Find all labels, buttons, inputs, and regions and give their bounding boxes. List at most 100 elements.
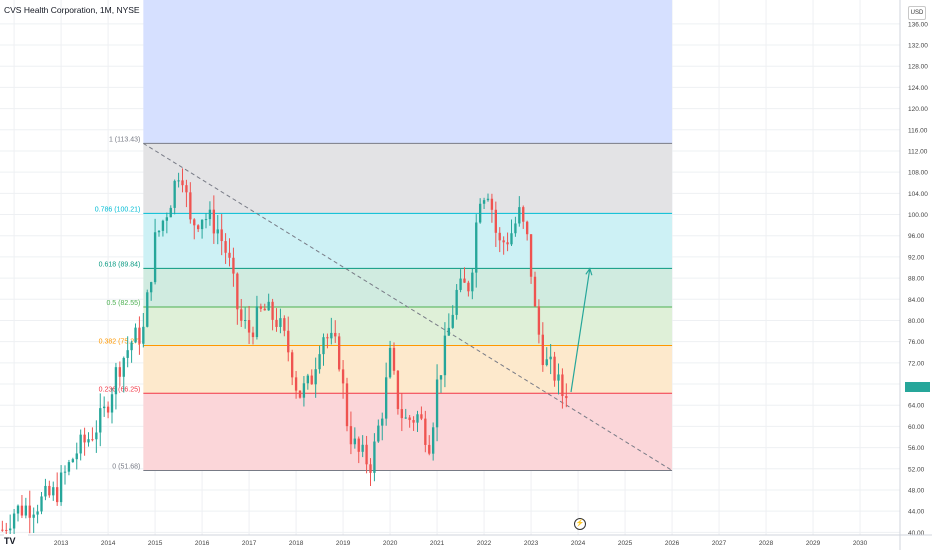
- candle-body: [243, 320, 247, 322]
- candle-body: [561, 374, 564, 397]
- candle-body: [122, 357, 125, 377]
- candle-body: [365, 444, 368, 465]
- candle-body: [263, 308, 266, 311]
- fib-labels: 1 (113.43) 0.786 (100.21) 0.618 (89.84) 0.5…: [95, 136, 141, 470]
- time-tick-label: 2026: [665, 540, 680, 547]
- time-tick-label: 2025: [618, 540, 633, 547]
- price-tick-label: 116.00: [908, 127, 928, 134]
- candle-body: [193, 219, 196, 226]
- price-tick-label: 108.00: [908, 170, 928, 177]
- candle-body: [212, 209, 216, 234]
- fib-level-label: 0.786 (100.21): [95, 206, 141, 213]
- candle-body: [549, 356, 552, 360]
- candle-body: [20, 505, 24, 516]
- candle-body: [471, 272, 474, 292]
- time-tick-label: 2013: [54, 540, 69, 547]
- candle-body: [36, 511, 39, 515]
- candle-body: [455, 289, 458, 315]
- price-axis[interactable]: 136.00 132.00 128.00 124.00 120.00 116.00 112.…: [899, 0, 928, 550]
- price-tick-label: 56.00: [908, 445, 925, 452]
- candle-body: [9, 528, 12, 531]
- candle-body: [326, 337, 329, 339]
- arrow-head: [585, 267, 593, 276]
- candle-body: [439, 375, 443, 380]
- fib-zone: [143, 393, 673, 471]
- candle-body: [189, 192, 192, 220]
- time-tick-label: 2023: [524, 540, 539, 547]
- candle-body: [467, 282, 470, 292]
- candle-body: [146, 292, 149, 327]
- candle-body: [510, 233, 513, 245]
- candle-body: [275, 319, 278, 327]
- tradingview-logo-icon[interactable]: TV: [4, 534, 28, 548]
- candle-body: [431, 427, 435, 454]
- time-tick-label: 2017: [242, 540, 257, 547]
- candle-body: [506, 242, 509, 245]
- price-tick-label: 120.00: [908, 106, 928, 113]
- candle-body: [161, 220, 165, 231]
- candle-body: [459, 278, 462, 290]
- candle-body: [443, 335, 447, 376]
- candle-body: [44, 485, 47, 497]
- fib-zone: [143, 306, 673, 346]
- candle-body: [196, 225, 200, 230]
- candle-body: [565, 396, 568, 399]
- candle-body: [83, 434, 86, 443]
- candle-body: [290, 352, 294, 378]
- time-tick-label: 2024: [571, 540, 586, 547]
- price-tick-label: 84.00: [908, 297, 925, 304]
- candle-body: [283, 318, 286, 331]
- time-tick-label: 2028: [759, 540, 774, 547]
- candle-body: [490, 198, 494, 210]
- candle-body: [498, 232, 501, 241]
- fib-zones: [143, 0, 673, 471]
- price-tick-label: 112.00: [908, 148, 928, 155]
- candle-body: [255, 306, 259, 338]
- arrow-shaft: [570, 268, 591, 393]
- candle-body: [79, 434, 82, 454]
- candle-body: [287, 330, 290, 353]
- candle-body: [142, 326, 145, 344]
- candle-body: [322, 337, 325, 355]
- price-tick-label: 48.00: [908, 487, 925, 494]
- candle-body: [420, 414, 423, 419]
- price-tick-label: 132.00: [908, 43, 928, 50]
- candle-body: [357, 438, 360, 452]
- candle-body: [95, 432, 98, 440]
- candle-body: [106, 406, 110, 413]
- time-tick-label: 2030: [853, 540, 868, 547]
- currency-button[interactable]: USD: [908, 6, 926, 20]
- candle-body: [294, 377, 298, 391]
- price-tick-label: 52.00: [908, 466, 925, 473]
- trend-line: [143, 142, 673, 471]
- candle-body: [71, 459, 75, 463]
- candle-body: [87, 439, 90, 443]
- candle-body: [173, 180, 176, 208]
- candle-body: [545, 359, 548, 366]
- candle-body: [28, 505, 31, 518]
- fib-zone: [143, 143, 673, 214]
- lightning-icon[interactable]: ⚡: [574, 518, 586, 530]
- price-tick-label: 44.00: [908, 509, 925, 516]
- price-tick-label: 128.00: [908, 64, 928, 71]
- candle-body: [177, 180, 180, 182]
- time-tick-label: 2019: [336, 540, 351, 547]
- candle-body: [220, 229, 223, 242]
- time-axis[interactable]: 2012201320142015201620172018201920202021…: [0, 534, 932, 547]
- candle-body: [400, 409, 404, 419]
- candle-body: [153, 232, 157, 283]
- price-tick-label: 88.00: [908, 276, 925, 283]
- candle-body: [392, 347, 396, 371]
- time-tick-label: 2027: [712, 540, 727, 547]
- price-tick-label: 100.00: [908, 212, 928, 219]
- candle-body: [216, 229, 219, 234]
- candle-body: [522, 207, 525, 222]
- candle-body: [337, 336, 341, 370]
- candle-body: [224, 241, 227, 253]
- price-tick-label: 76.00: [908, 339, 925, 346]
- time-tick-label: 2015: [148, 540, 163, 547]
- candle-body: [377, 425, 380, 442]
- candle-body: [412, 420, 415, 423]
- price-tick-label: 104.00: [908, 191, 928, 198]
